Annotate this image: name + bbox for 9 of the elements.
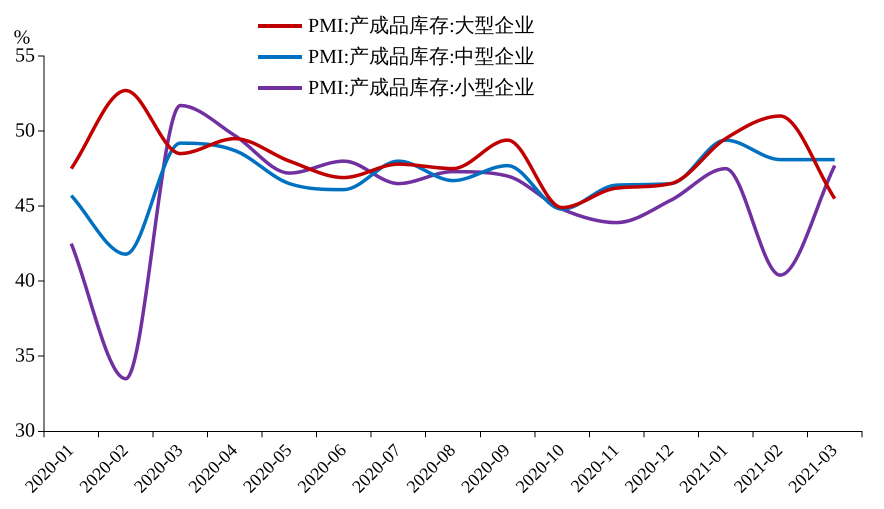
y-tick-label: 45 [15, 194, 35, 216]
legend-label: PMI:产成品库存:小型企业 [308, 76, 535, 101]
y-tick-label: 40 [15, 269, 35, 292]
y-tick-label: 50 [15, 119, 35, 142]
line-series [70, 104, 836, 381]
y-tick-label: 30 [15, 420, 35, 442]
y-tick-label: 35 [15, 344, 35, 366]
legend-label: PMI:产成品库存:中型企业 [308, 45, 535, 70]
legend-label: PMI:产成品库存:大型企业 [308, 14, 535, 39]
